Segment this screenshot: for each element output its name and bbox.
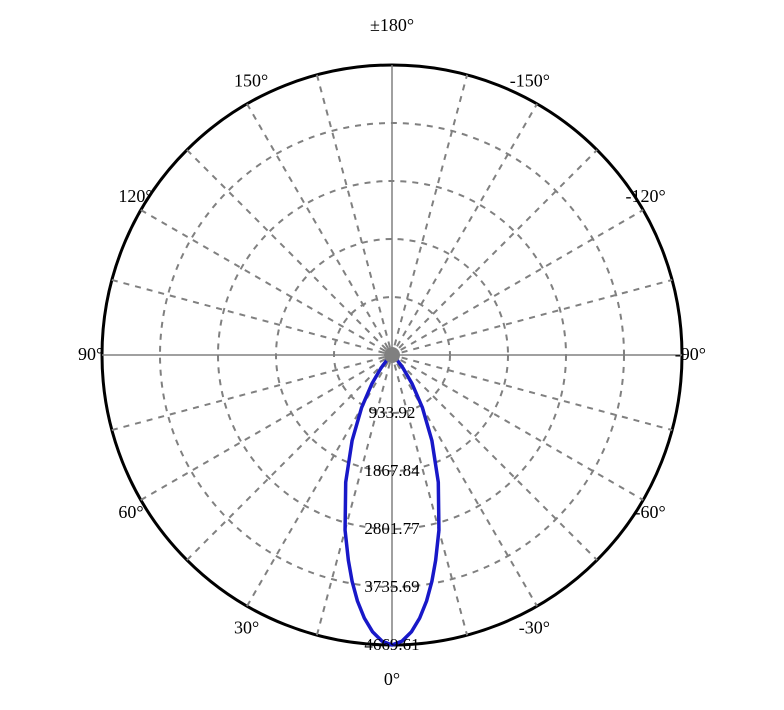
polar-chart-container: 0° 30° 60° 90° 120° 150° ±180° -150° -120° -90° -6… [0, 0, 784, 710]
center-dot [384, 347, 400, 363]
angle-label: 0° [384, 669, 400, 689]
center-layer [384, 347, 400, 363]
angle-label: 60° [118, 502, 143, 522]
angle-label: -90° [675, 344, 706, 364]
angle-label: 120° [118, 186, 152, 206]
angle-label: 30° [234, 618, 259, 638]
angle-label: 150° [234, 70, 268, 90]
radial-label: 933.92 [369, 403, 416, 422]
angle-label: 90° [78, 344, 103, 364]
radial-label: 2801.77 [364, 519, 420, 538]
radial-label: 1867.84 [364, 461, 420, 480]
angle-label: -60° [634, 502, 665, 522]
radial-label: 4669.61 [364, 635, 419, 654]
angle-label: ±180° [370, 15, 414, 35]
radial-label: 3735.69 [364, 577, 419, 596]
angle-label: -30° [519, 618, 550, 638]
angle-label: -120° [625, 186, 665, 206]
polar-chart: 0° 30° 60° 90° 120° 150° ±180° -150° -120° -90° -6… [0, 0, 784, 710]
angle-label: -150° [510, 70, 550, 90]
